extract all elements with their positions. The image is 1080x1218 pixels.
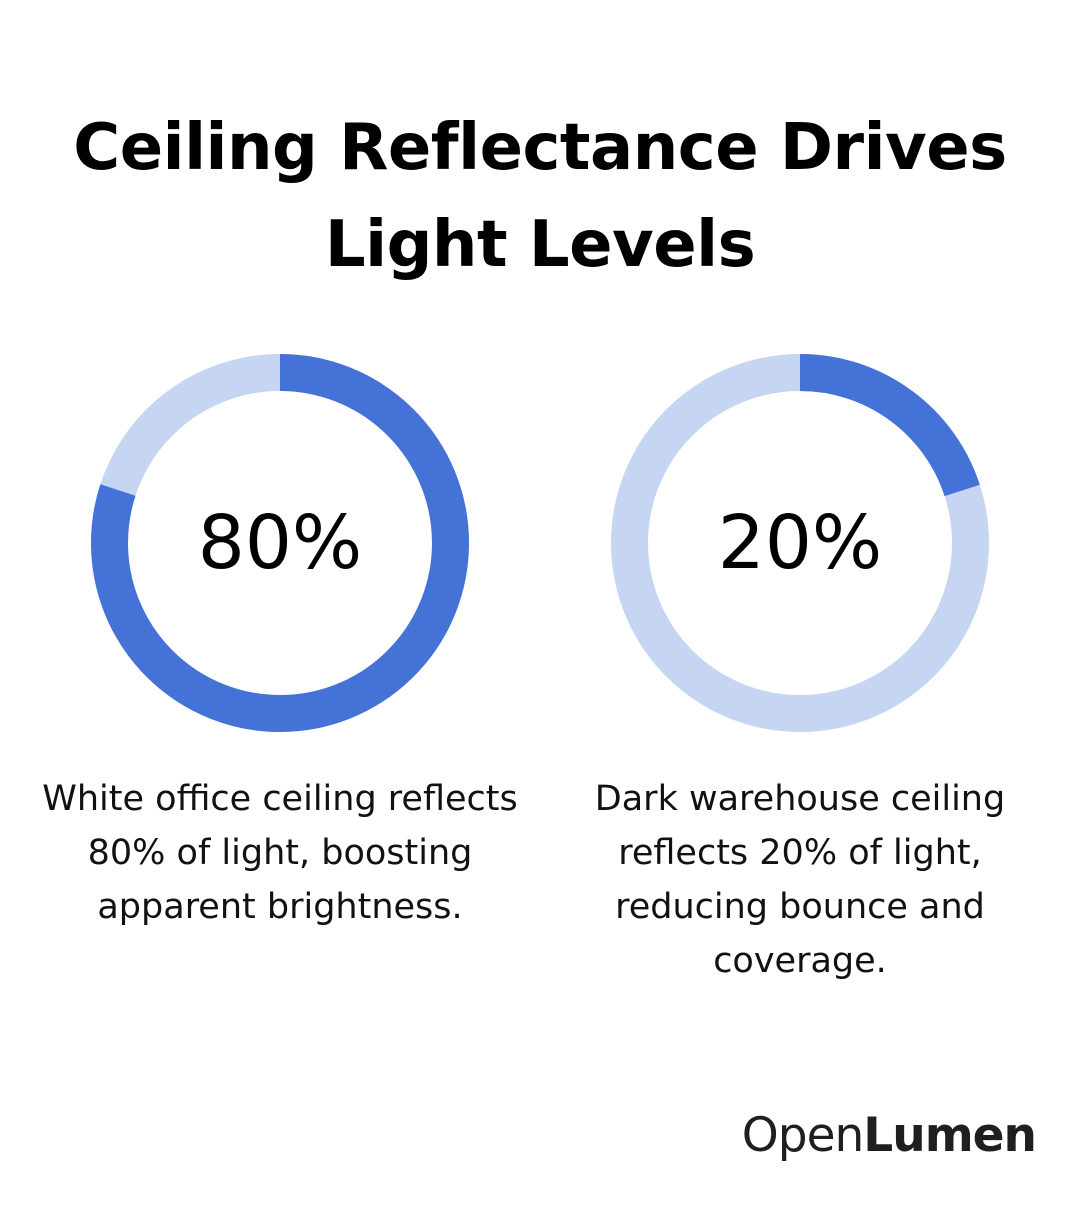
donut-percent-label: 20% (718, 500, 882, 586)
openlumen-logo: OpenLumen (741, 1108, 1037, 1164)
donut-chart-dark-ceiling: 20% (611, 354, 989, 732)
logo-text-open: Open (741, 1108, 865, 1163)
donut-value-arc (611, 354, 989, 732)
logo-text-lumen: Lumen (863, 1108, 1037, 1163)
caption-dark-ceiling: Dark warehouse ceiling reflects 20% of l… (594, 779, 1006, 981)
donut-percent-label: 80% (198, 500, 362, 586)
chart-title: Ceiling Reflectance Drives Light Levels (73, 111, 1007, 282)
donut-svg-1: 80% (91, 354, 469, 732)
donut-chart-white-ceiling: 80% (91, 354, 469, 732)
donut-svg-2: 20% (611, 354, 989, 732)
caption-white-ceiling: White office ceiling reflects 80% of lig… (42, 779, 518, 927)
donut-value-arc (91, 354, 469, 732)
